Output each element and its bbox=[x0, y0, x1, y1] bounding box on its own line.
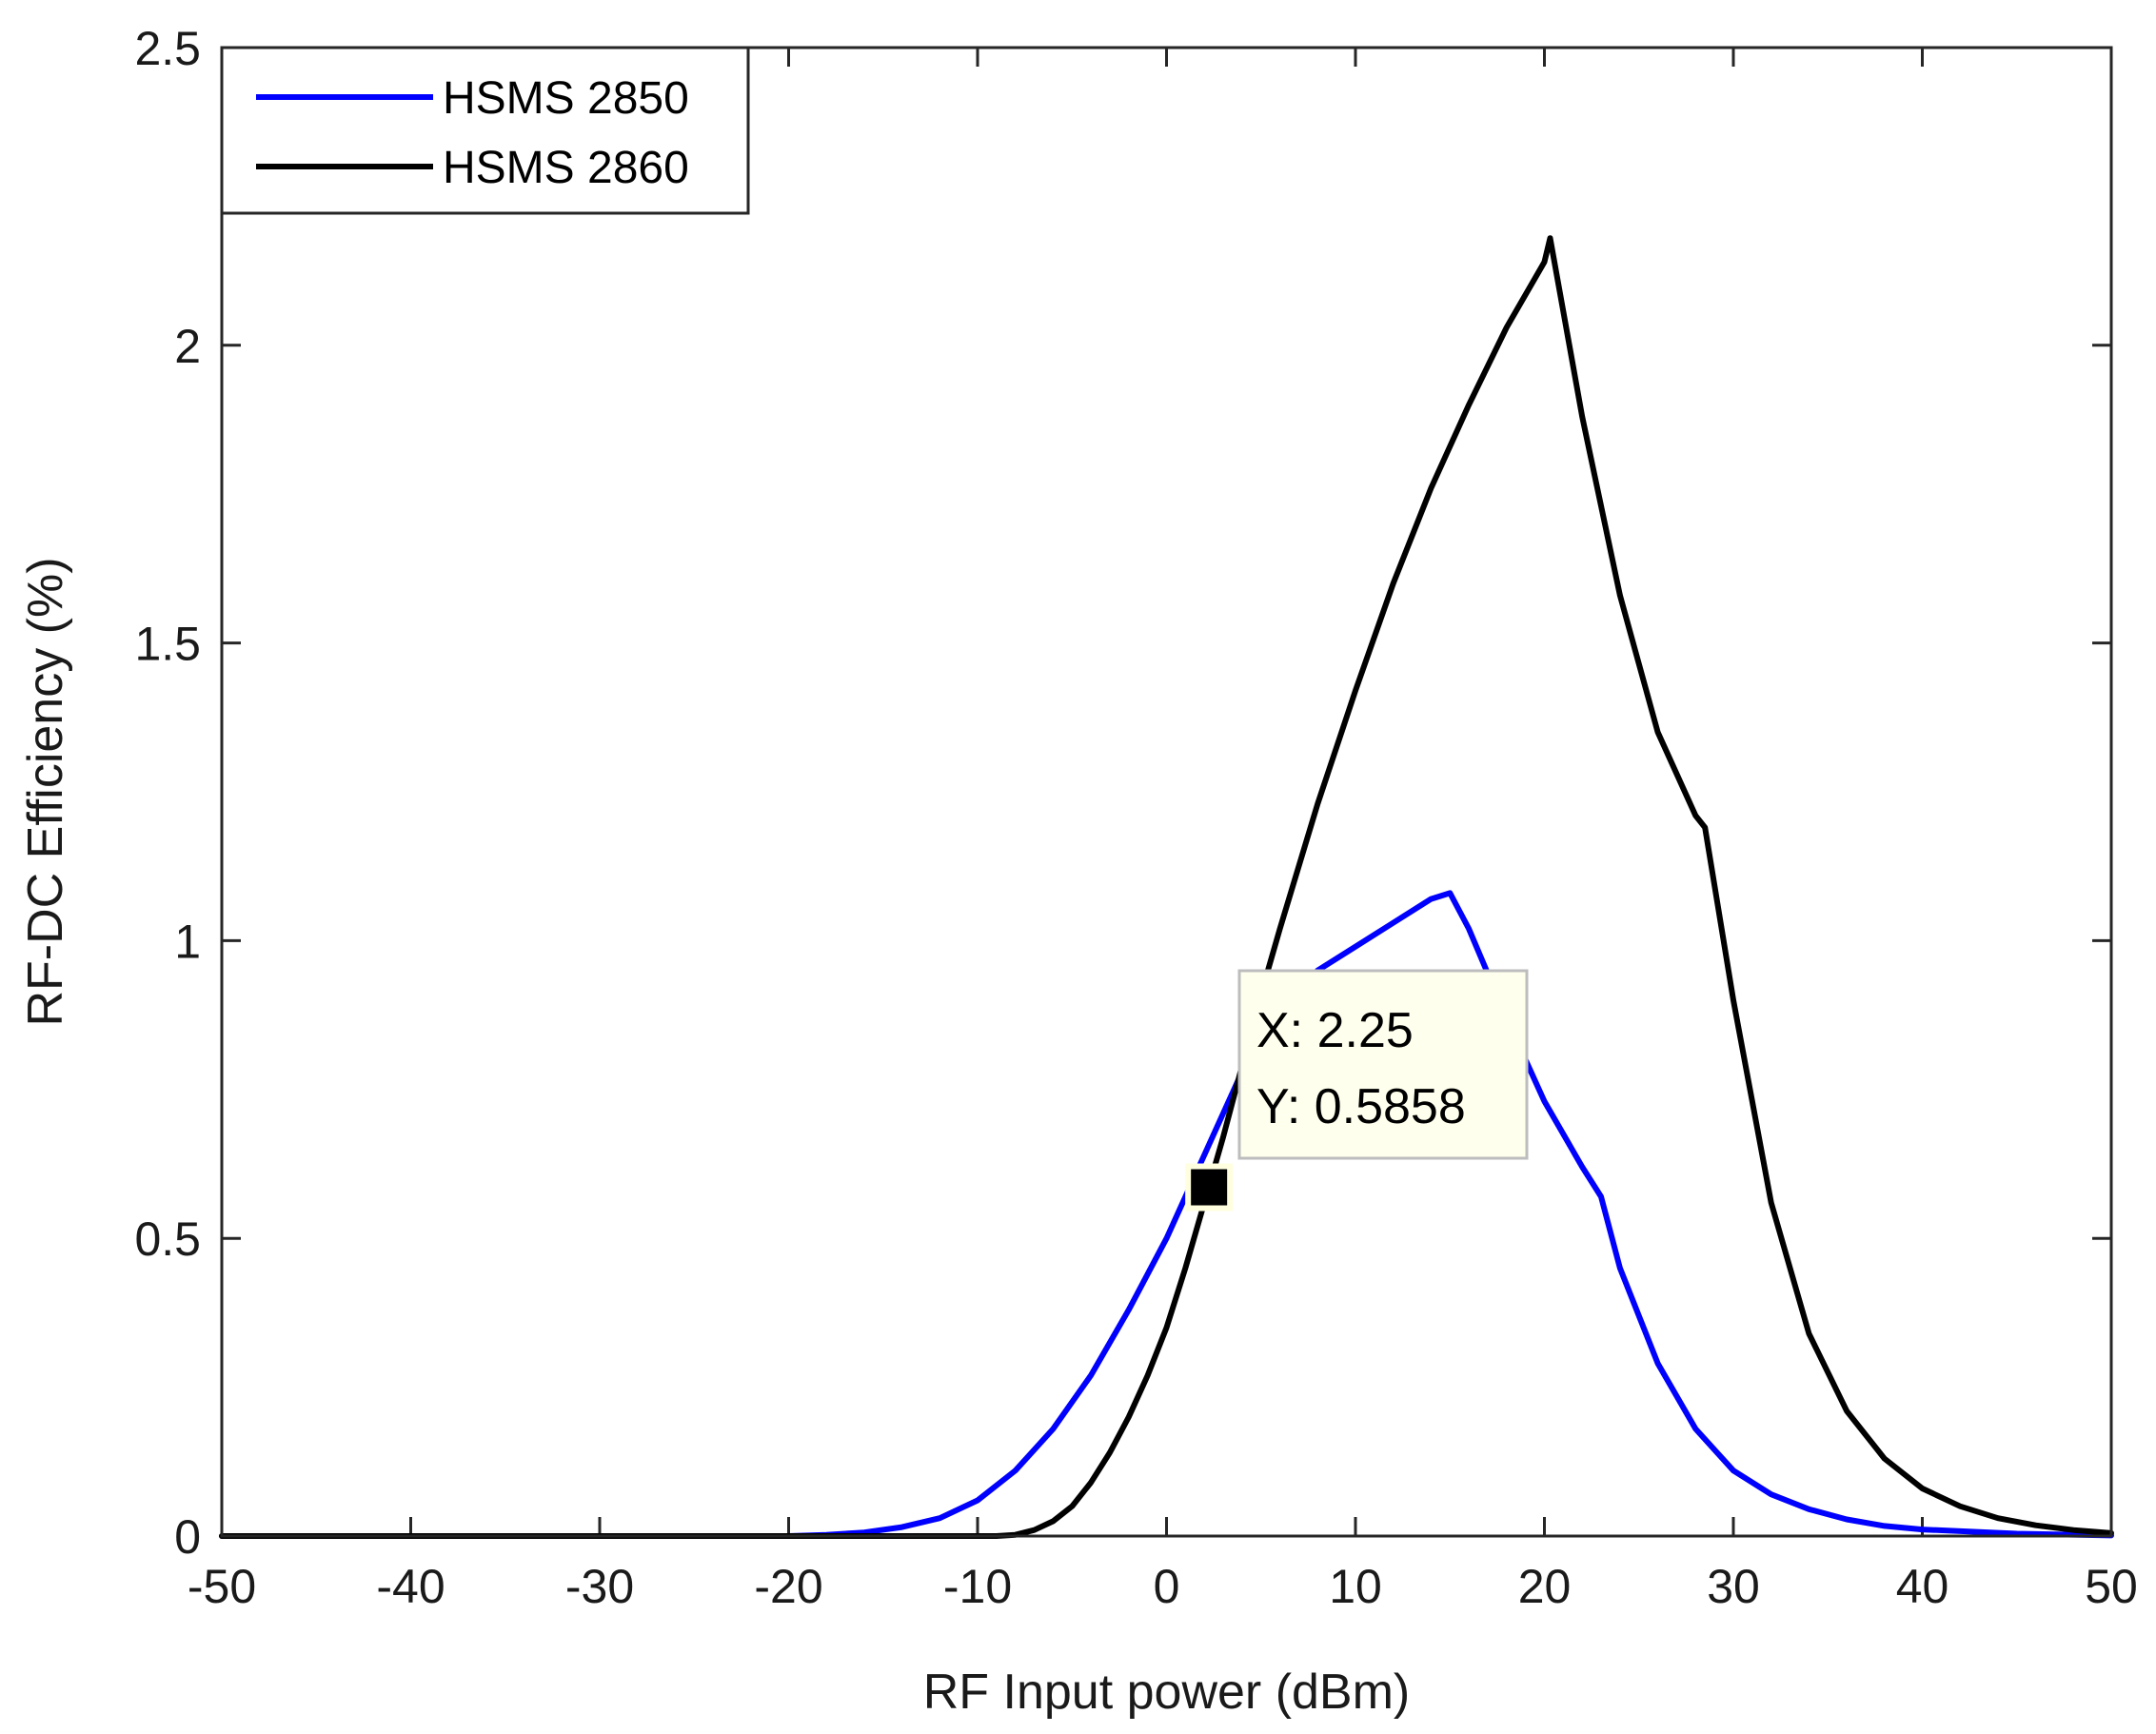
y-tick-label-2: 2 bbox=[174, 320, 201, 373]
x-tick-label-50: 50 bbox=[2085, 1560, 2138, 1613]
x-axis-label: RF Input power (dBm) bbox=[923, 1665, 1411, 1720]
legend-box bbox=[220, 46, 750, 215]
legend: HSMS 2850 HSMS 2860 bbox=[220, 46, 750, 215]
x-tick-label-50: -50 bbox=[188, 1560, 256, 1613]
x-axis-ticks: -50 -40 -30 -20 -10 0 10 20 30 40 50 bbox=[188, 48, 2138, 1613]
y-tick-label-2-5: 2.5 bbox=[134, 22, 201, 75]
y-axis-ticks: 0 0.5 1 1.5 2 2.5 bbox=[134, 22, 2111, 1564]
x-tick-label-30: 30 bbox=[1707, 1560, 1760, 1613]
x-tick-label-30: -30 bbox=[565, 1560, 634, 1613]
y-tick-label-0: 0 bbox=[174, 1510, 201, 1564]
x-tick-label-10: 10 bbox=[1329, 1560, 1382, 1613]
data-tip-x-value: X: 2.25 bbox=[1256, 1003, 1414, 1058]
x-tick-label-20: 20 bbox=[1518, 1560, 1572, 1613]
y-tick-label-1: 1 bbox=[174, 915, 201, 968]
data-tip[interactable]: X: 2.25 Y: 0.5858 bbox=[1185, 969, 1529, 1212]
x-tick-label-20: -20 bbox=[754, 1560, 822, 1613]
series-line-hsms-2860 bbox=[219, 235, 2114, 1539]
x-tick-label-0: 0 bbox=[1154, 1560, 1180, 1613]
series-lines bbox=[219, 235, 2114, 1539]
x-tick-label-40: -40 bbox=[376, 1560, 445, 1613]
x-tick-label-10: -10 bbox=[943, 1560, 1012, 1613]
series-line-hsms-2850 bbox=[219, 890, 2114, 1539]
data-tip-marker[interactable] bbox=[1191, 1169, 1228, 1206]
legend-label-hsms-2850: HSMS 2850 bbox=[443, 73, 689, 124]
y-tick-label-0-5: 0.5 bbox=[134, 1212, 201, 1266]
axes-box bbox=[220, 46, 2113, 1538]
y-axis-label: RF-DC Efficiency (%) bbox=[18, 557, 73, 1026]
y-tick-label-1-5: 1.5 bbox=[134, 618, 201, 671]
plot-area: -50 -40 -30 -20 -10 0 10 20 30 40 50 0 0.5 1 1.5 2 2.5 bbox=[134, 22, 2137, 1613]
data-tip-box[interactable] bbox=[1237, 969, 1529, 1160]
x-tick-label-40: 40 bbox=[1896, 1560, 1949, 1613]
legend-label-hsms-2860: HSMS 2860 bbox=[443, 143, 689, 193]
data-tip-y-value: Y: 0.5858 bbox=[1256, 1079, 1466, 1134]
